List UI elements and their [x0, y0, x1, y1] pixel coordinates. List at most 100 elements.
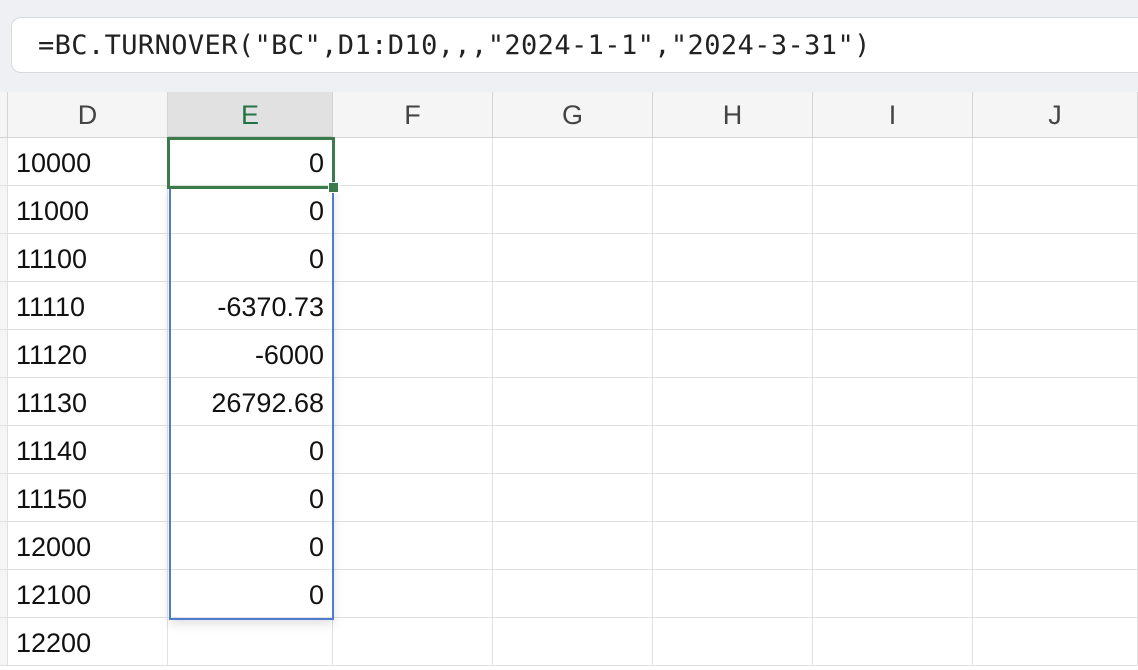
column-header-h[interactable]: H [653, 92, 813, 138]
row-header[interactable] [0, 618, 8, 666]
cell-i11[interactable] [813, 618, 973, 666]
cell-g10[interactable] [493, 570, 653, 618]
cell-h9[interactable] [653, 522, 813, 570]
fill-handle[interactable] [328, 182, 339, 193]
cell-g5[interactable] [493, 330, 653, 378]
cell-j1[interactable] [973, 138, 1138, 186]
cell-e2[interactable]: 0 [168, 186, 333, 234]
cell-j11[interactable] [973, 618, 1138, 666]
cell-j8[interactable] [973, 474, 1138, 522]
row-header-strip [0, 92, 8, 138]
cell-i1[interactable] [813, 138, 973, 186]
cell-d2[interactable]: 11000 [8, 186, 168, 234]
cell-f4[interactable] [333, 282, 493, 330]
column-header-j[interactable]: J [973, 92, 1138, 138]
column-header-f[interactable]: F [333, 92, 493, 138]
cell-f1[interactable] [333, 138, 493, 186]
cell-j5[interactable] [973, 330, 1138, 378]
cell-f9[interactable] [333, 522, 493, 570]
cell-j7[interactable] [973, 426, 1138, 474]
row-header[interactable] [0, 378, 8, 426]
cell-g4[interactable] [493, 282, 653, 330]
cell-f5[interactable] [333, 330, 493, 378]
formula-text: =BC.TURNOVER("BC",D1:D10,,,"2024-1-1","2… [38, 30, 871, 61]
cell-d1[interactable]: 10000 [8, 138, 168, 186]
row-header[interactable] [0, 570, 8, 618]
cell-i7[interactable] [813, 426, 973, 474]
cell-i4[interactable] [813, 282, 973, 330]
column-header-i[interactable]: I [813, 92, 973, 138]
cell-g3[interactable] [493, 234, 653, 282]
cell-i9[interactable] [813, 522, 973, 570]
cell-e4[interactable]: -6370.73 [168, 282, 333, 330]
cell-j2[interactable] [973, 186, 1138, 234]
cell-j3[interactable] [973, 234, 1138, 282]
cell-e1[interactable]: 0 [168, 138, 333, 186]
formula-input[interactable]: =BC.TURNOVER("BC",D1:D10,,,"2024-1-1","2… [11, 17, 1138, 73]
cell-g8[interactable] [493, 474, 653, 522]
cell-f11[interactable] [333, 618, 493, 666]
cell-h8[interactable] [653, 474, 813, 522]
row-header[interactable] [0, 474, 8, 522]
cell-d6[interactable]: 11130 [8, 378, 168, 426]
cell-g1[interactable] [493, 138, 653, 186]
cell-j4[interactable] [973, 282, 1138, 330]
cell-j9[interactable] [973, 522, 1138, 570]
cell-f6[interactable] [333, 378, 493, 426]
cell-e3[interactable]: 0 [168, 234, 333, 282]
cell-i2[interactable] [813, 186, 973, 234]
cell-f7[interactable] [333, 426, 493, 474]
cell-d5[interactable]: 11120 [8, 330, 168, 378]
cell-i6[interactable] [813, 378, 973, 426]
cell-d7[interactable]: 11140 [8, 426, 168, 474]
row-header[interactable] [0, 522, 8, 570]
row-header[interactable] [0, 138, 8, 186]
cell-d4[interactable]: 11110 [8, 282, 168, 330]
cell-g6[interactable] [493, 378, 653, 426]
row-header[interactable] [0, 282, 8, 330]
row-header[interactable] [0, 330, 8, 378]
cell-h6[interactable] [653, 378, 813, 426]
spreadsheet-grid: D E F G H I J 10000 0 11000 0 11100 0 11110 -6370.73 11… [0, 92, 1138, 670]
cell-e7[interactable]: 0 [168, 426, 333, 474]
cell-h5[interactable] [653, 330, 813, 378]
row-header[interactable] [0, 186, 8, 234]
cell-f3[interactable] [333, 234, 493, 282]
cell-d9[interactable]: 12000 [8, 522, 168, 570]
cell-h4[interactable] [653, 282, 813, 330]
cell-g11[interactable] [493, 618, 653, 666]
cell-h10[interactable] [653, 570, 813, 618]
cell-h1[interactable] [653, 138, 813, 186]
cell-h11[interactable] [653, 618, 813, 666]
row-header[interactable] [0, 234, 8, 282]
cell-d10[interactable]: 12100 [8, 570, 168, 618]
cell-e5[interactable]: -6000 [168, 330, 333, 378]
cell-e8[interactable]: 0 [168, 474, 333, 522]
cell-i3[interactable] [813, 234, 973, 282]
cell-g2[interactable] [493, 186, 653, 234]
cell-e9[interactable]: 0 [168, 522, 333, 570]
cell-f10[interactable] [333, 570, 493, 618]
cell-g7[interactable] [493, 426, 653, 474]
cell-j10[interactable] [973, 570, 1138, 618]
column-header-d[interactable]: D [8, 92, 168, 138]
cell-g9[interactable] [493, 522, 653, 570]
cell-f2[interactable] [333, 186, 493, 234]
cell-h7[interactable] [653, 426, 813, 474]
cell-h3[interactable] [653, 234, 813, 282]
cell-d11[interactable]: 12200 [8, 618, 168, 666]
cell-f8[interactable] [333, 474, 493, 522]
cell-i5[interactable] [813, 330, 973, 378]
row-header[interactable] [0, 426, 8, 474]
column-header-e[interactable]: E [168, 92, 333, 138]
cell-d8[interactable]: 11150 [8, 474, 168, 522]
column-header-g[interactable]: G [493, 92, 653, 138]
cell-d3[interactable]: 11100 [8, 234, 168, 282]
cell-e10[interactable]: 0 [168, 570, 333, 618]
cell-i8[interactable] [813, 474, 973, 522]
cell-h2[interactable] [653, 186, 813, 234]
cell-j6[interactable] [973, 378, 1138, 426]
cell-i10[interactable] [813, 570, 973, 618]
cell-e11[interactable] [168, 618, 333, 666]
cell-e6[interactable]: 26792.68 [168, 378, 333, 426]
